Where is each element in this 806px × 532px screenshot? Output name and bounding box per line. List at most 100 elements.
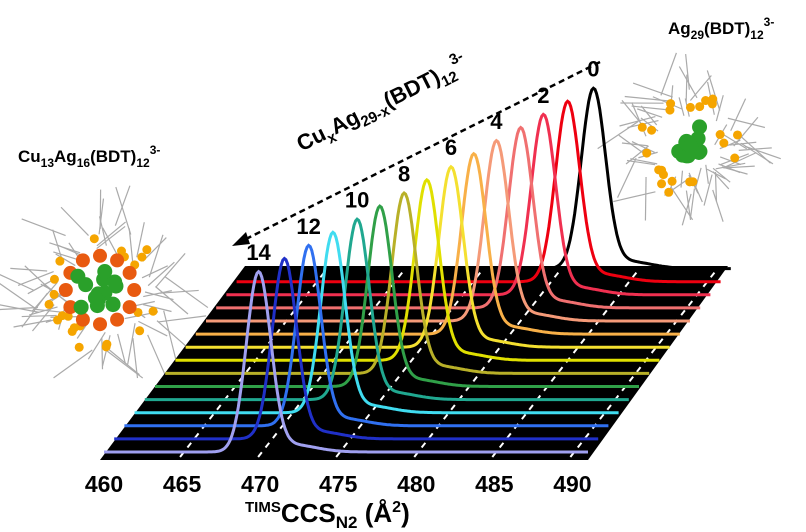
x-tick-label: 475: [319, 471, 358, 497]
left-label-part: 12: [136, 156, 150, 170]
sulfur-atom: [135, 326, 144, 335]
sulfur-atom: [149, 307, 158, 316]
x-tick-label: 470: [241, 471, 279, 497]
silver-atom: [105, 297, 120, 312]
copper-atom: [93, 249, 107, 263]
ligand-bond: [716, 95, 723, 121]
series-label: 10: [345, 188, 369, 213]
x-tick-label: 465: [163, 471, 202, 497]
x-title-part: N2: [336, 513, 358, 532]
sulfur-atom: [716, 130, 725, 139]
silver-atom: [108, 279, 123, 294]
ligand-bond: [148, 262, 174, 285]
sulfur-atom: [668, 177, 677, 186]
sulfur-atom: [70, 323, 79, 332]
sulfur-atom: [102, 340, 111, 349]
x-tick-label: 460: [85, 471, 123, 497]
ligand-bond: [148, 335, 166, 376]
sulfur-atom: [730, 153, 739, 162]
ligand-bond: [645, 177, 646, 221]
ligand-bond: [691, 189, 695, 218]
sulfur-atom: [666, 99, 675, 108]
silver-atom: [78, 277, 93, 292]
sulfur-atom: [685, 177, 694, 186]
series-title-part: (BDT): [379, 64, 444, 113]
sulfur-atom: [90, 234, 99, 243]
left-label-part: 3-: [150, 143, 161, 157]
x-title-part: 2: [392, 499, 401, 516]
chart: CuxAg29-x(BDT)123- Cu13Ag16(BDT)123- Ag2…: [0, 0, 806, 532]
sulfur-atom: [719, 139, 728, 148]
ligand-bond: [696, 168, 701, 188]
sulfur-atom: [708, 99, 717, 108]
right-label-part: (BDT): [704, 19, 750, 38]
x-tick-label: 485: [475, 471, 514, 497]
series-label: 0: [587, 57, 599, 82]
x-tick-label: 490: [553, 471, 591, 497]
silver-atom: [683, 139, 698, 154]
sulfur-atom: [50, 275, 59, 284]
ligand-bond: [97, 226, 125, 248]
ligand-bond: [118, 334, 126, 364]
left-label-part: 13: [41, 156, 55, 170]
sulfur-atom: [733, 130, 742, 139]
right-label-part: 12: [750, 28, 764, 42]
copper-atom: [76, 313, 90, 327]
left-label: Cu13Ag16(BDT)123-: [18, 143, 160, 170]
silver-atom: [88, 290, 103, 305]
right-label-part: Ag: [668, 19, 691, 38]
series-label: 8: [398, 161, 410, 186]
sulfur-atom: [642, 149, 651, 158]
x-title-part: (Å: [357, 498, 392, 528]
series-title-part: 3-: [446, 48, 466, 69]
silver-atom: [74, 300, 89, 315]
ligand-bond: [661, 53, 676, 96]
sulfur-atom: [45, 300, 54, 309]
ligand-bond: [18, 272, 54, 286]
ligand-bond: [156, 253, 185, 286]
sulfur-atom: [55, 257, 64, 266]
x-title-part: CCS: [281, 498, 336, 528]
copper-atom: [127, 283, 141, 297]
ligand-bond: [633, 83, 673, 97]
series-label: 6: [445, 135, 457, 160]
copper-atom: [93, 317, 107, 331]
x-axis-title: TIMSCCSN2 (Å2): [245, 498, 410, 532]
ligand-bond: [61, 207, 88, 235]
left-label-part: Cu: [18, 147, 41, 166]
left-label-part: Ag: [54, 147, 77, 166]
ligand-bond: [679, 66, 697, 97]
copper-atom: [123, 266, 137, 280]
copper-atom: [76, 253, 90, 267]
sulfur-atom: [137, 253, 146, 262]
ligand-bond: [632, 106, 666, 110]
ligand-bond: [713, 190, 723, 222]
sulfur-atom: [75, 343, 84, 352]
series-label: 12: [296, 214, 320, 239]
series-label: 2: [537, 83, 549, 108]
right-label-part: 29: [691, 28, 705, 42]
series-label: 14: [246, 240, 271, 265]
sulfur-atom: [647, 126, 656, 135]
ligand-bond: [679, 97, 684, 115]
ligand-bond: [14, 320, 52, 327]
right-label-part: 3-: [764, 15, 775, 29]
sulfur-atom: [50, 290, 59, 299]
sulfur-atom: [142, 245, 151, 254]
ligand-bond: [157, 321, 189, 349]
ligand-bond: [731, 99, 746, 131]
copper-atom: [123, 300, 137, 314]
copper-atom: [110, 313, 124, 327]
series-title-part: Cu: [292, 121, 329, 156]
ligand-bond: [681, 171, 682, 188]
copper-atom: [110, 253, 124, 267]
ligand-bond: [682, 194, 691, 225]
series-title-part: 12: [439, 68, 462, 91]
sulfur-atom: [686, 103, 695, 112]
ligand-bond: [22, 315, 57, 316]
series-label: 4: [490, 109, 503, 134]
sulfur-atom: [664, 188, 673, 197]
sulfur-atom: [659, 170, 668, 179]
sulfur-atom: [657, 179, 666, 188]
right-label: Ag29(BDT)123-: [668, 15, 774, 42]
